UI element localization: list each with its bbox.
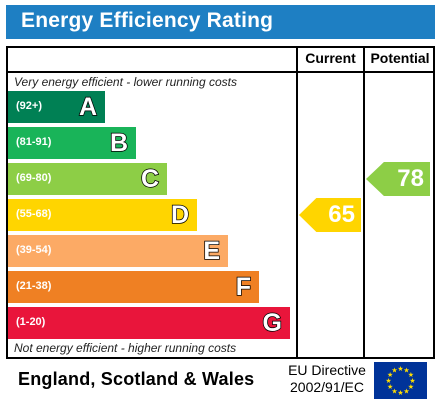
eu-directive-line1: EU Directive [288, 362, 366, 378]
eu-star-icon: ★ [403, 367, 409, 375]
bottom-efficiency-note: Not energy efficient - higher running co… [14, 341, 237, 355]
current-rating-value: 65 [328, 201, 355, 228]
band-range-label: (21-38) [16, 280, 52, 292]
rating-band-c: (69-80) C [8, 163, 167, 195]
eu-star-icon: ★ [409, 377, 415, 385]
eu-star-icon: ★ [387, 383, 393, 391]
rating-band-d: (55-68) D [8, 199, 197, 231]
rating-band-f: (21-38) F [8, 271, 259, 303]
title-bar: Energy Efficiency Rating [6, 5, 435, 39]
eu-star-icon: ★ [387, 371, 393, 379]
band-letter-label: B [109, 128, 129, 158]
eu-star-icon: ★ [408, 371, 414, 379]
eu-star-icon: ★ [403, 387, 409, 395]
eu-directive-line2: 2002/91/EC [290, 379, 364, 395]
eu-star-icon: ★ [391, 367, 397, 375]
eu-star-icon: ★ [385, 377, 391, 385]
footer-top-rule [6, 357, 435, 359]
band-letter-label: D [170, 200, 190, 230]
band-range-label: (69-80) [16, 172, 52, 184]
eu-star-icon: ★ [397, 365, 403, 373]
current-column-divider [296, 46, 298, 359]
band-range-label: (1-20) [16, 316, 46, 328]
band-range-label: (92+) [16, 100, 42, 112]
band-letter-label: A [78, 92, 98, 122]
top-efficiency-note: Very energy efficient - lower running co… [14, 75, 237, 89]
band-letter-label: G [262, 308, 283, 338]
rating-band-e: (39-54) E [8, 235, 228, 267]
eu-flag-icon: ★ ★ ★ ★ ★ ★ ★ ★ ★ ★ ★ ★ [374, 362, 427, 399]
chart-title: Energy Efficiency Rating [21, 9, 274, 32]
country-label: England, Scotland & Wales [18, 369, 255, 389]
eu-star-icon: ★ [397, 389, 403, 397]
current-column-header: Current [305, 50, 356, 66]
band-letter-label: F [235, 272, 252, 302]
rating-band-a: (92+) A [8, 91, 105, 123]
eu-star-icon: ★ [391, 387, 397, 395]
eu-star-icon: ★ [408, 383, 414, 391]
rating-band-g: (1-20) G [8, 307, 290, 339]
eu-directive-label: EU Directive 2002/91/EC [284, 362, 370, 396]
band-letter-label: E [203, 236, 221, 266]
potential-column-divider [363, 46, 365, 359]
potential-rating-value: 78 [397, 165, 424, 192]
potential-column-header: Potential [370, 50, 430, 66]
rating-band-b: (81-91) B [8, 127, 136, 159]
band-range-label: (81-91) [16, 136, 52, 148]
header-row-divider [6, 71, 435, 73]
band-range-label: (39-54) [16, 244, 52, 256]
band-letter-label: C [140, 164, 160, 194]
band-range-label: (55-68) [16, 208, 52, 220]
